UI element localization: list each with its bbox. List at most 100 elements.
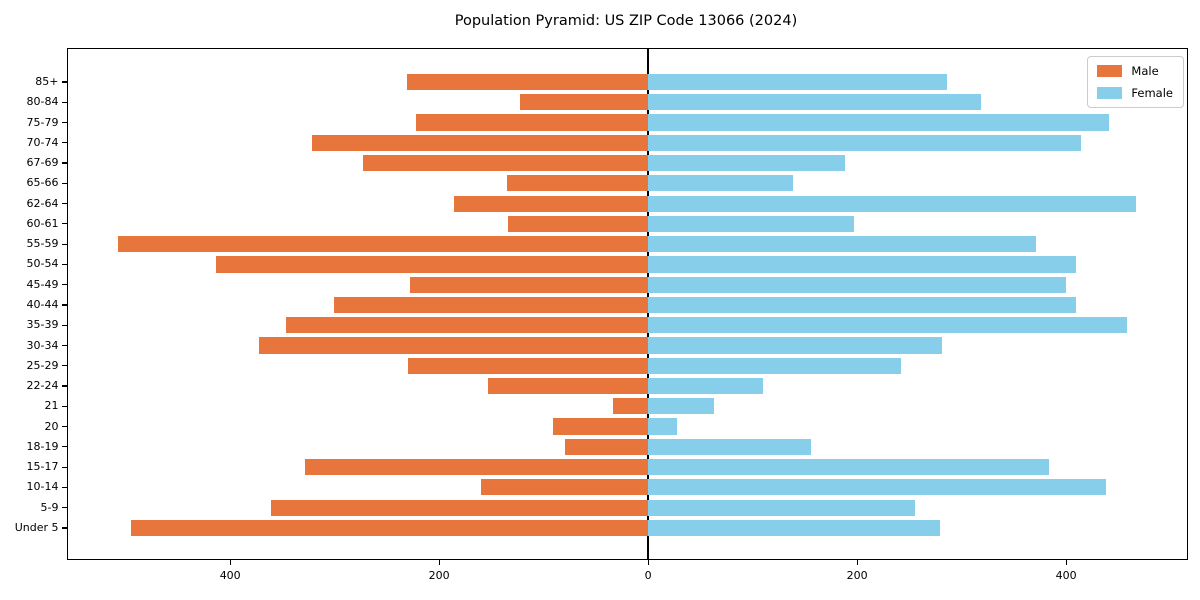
female-color-swatch: [1097, 87, 1123, 99]
ytick-label-18-19: 18-19: [26, 439, 59, 453]
bar-female-45-49: [648, 276, 1067, 293]
bar-male-10-14: [480, 479, 649, 496]
bar-female-80-84: [648, 94, 982, 111]
bar-female-18-19: [648, 438, 812, 455]
ytick-mark: [62, 121, 67, 124]
bar-male-5-9: [270, 499, 649, 516]
bar-female-15-17: [648, 459, 1050, 476]
bar-male-75-79: [416, 114, 649, 131]
ytick-label-20: 20: [44, 419, 59, 433]
ytick-label-15-17: 15-17: [26, 460, 59, 474]
bar-female-50-54: [648, 256, 1076, 273]
bar-male-20: [553, 418, 649, 435]
ytick-label-30-34: 30-34: [26, 338, 59, 352]
bar-female-60-61: [648, 215, 854, 232]
bar-male-85+: [406, 73, 649, 91]
xtick-mark: [229, 560, 231, 565]
ytick-mark: [62, 263, 67, 266]
ytick-label-85+: 85+: [35, 75, 59, 88]
ytick-mark: [62, 425, 67, 428]
ytick-mark: [62, 284, 67, 286]
ytick-mark: [62, 527, 67, 529]
ytick-mark: [62, 446, 67, 448]
bar-male-18-19: [564, 438, 649, 455]
xtick-label-400-0: 400: [219, 569, 241, 582]
ytick-label-40-44: 40-44: [26, 297, 59, 311]
legend-label-female: Female: [1131, 86, 1173, 100]
ytick-mark: [62, 304, 67, 306]
bar-male-35-39: [285, 317, 649, 334]
bar-female-25-29: [648, 357, 901, 374]
bar-male-30-34: [259, 337, 649, 354]
bar-male-70-74: [311, 134, 649, 151]
ytick-mark: [62, 223, 67, 225]
bar-male-45-49: [409, 276, 649, 293]
bar-male-80-84: [519, 94, 649, 111]
bar-female-30-34: [648, 337, 942, 354]
ytick-mark: [62, 162, 67, 164]
ytick-label-60-61: 60-61: [26, 216, 59, 230]
ytick-label-35-39: 35-39: [26, 318, 59, 332]
bar-male-under-5: [130, 519, 649, 537]
ytick-label-50-54: 50-54: [26, 257, 59, 271]
ytick-label-5-9: 5-9: [40, 500, 59, 514]
ytick-label-55-59: 55-59: [26, 237, 59, 251]
ytick-mark: [62, 486, 67, 488]
bar-male-25-29: [407, 357, 649, 374]
xtick-mark: [438, 560, 440, 565]
ytick-label-10-14: 10-14: [26, 480, 59, 494]
bar-male-65-66: [507, 175, 649, 192]
ytick-label-62-64: 62-64: [26, 196, 59, 210]
legend: Male Female: [1087, 56, 1184, 108]
bar-male-60-61: [508, 215, 649, 232]
bar-female-67-69: [648, 154, 845, 172]
ytick-mark: [62, 101, 67, 103]
bar-male-55-59: [118, 236, 649, 253]
ytick-label-75-79: 75-79: [26, 115, 59, 129]
legend-item-female: Female: [1097, 86, 1173, 100]
ytick-mark: [62, 365, 67, 367]
plot-area: Male Female 85+ 80-84 75-79 70-74 67-69 65-66…: [15, 48, 1188, 582]
bar-female-85+: [648, 73, 947, 91]
bar-male-15-17: [305, 459, 649, 476]
bar-female-22-24: [648, 377, 764, 395]
ytick-mark: [62, 466, 67, 468]
bar-female-65-66: [648, 175, 794, 192]
bar-male-40-44: [333, 296, 649, 314]
xtick-mark: [647, 560, 649, 565]
ytick-label-25-29: 25-29: [26, 358, 59, 372]
zero-axis-line: [647, 49, 649, 559]
bar-female-75-79: [648, 114, 1109, 131]
ytick-mark: [62, 507, 67, 509]
ytick-mark: [62, 324, 67, 326]
chart-title: Population Pyramid: US ZIP Code 13066 (2…: [454, 13, 798, 29]
ytick-label-22-24: 22-24: [26, 379, 59, 393]
bar-female-21: [648, 398, 714, 415]
ytick-mark: [62, 81, 67, 83]
xtick-label-0-2: 0: [644, 569, 652, 582]
bar-male-21: [612, 398, 649, 415]
xtick-mark: [856, 560, 858, 565]
bar-female-5-9: [648, 499, 915, 516]
ytick-mark: [62, 344, 67, 347]
ytick-label-65-66: 65-66: [26, 176, 59, 190]
ytick-mark: [62, 203, 67, 205]
ytick-label-45-49: 45-49: [26, 277, 59, 291]
xtick-label-400-4: 400: [1055, 569, 1077, 582]
bar-female-70-74: [648, 134, 1081, 151]
bar-female-20: [648, 418, 678, 435]
ytick-label-under-5: Under 5: [14, 520, 59, 534]
ytick-mark: [62, 182, 67, 184]
bar-female-40-44: [648, 296, 1076, 314]
ytick-label-21: 21: [44, 399, 59, 413]
ytick-label-80-84: 80-84: [26, 95, 59, 109]
bar-male-62-64: [453, 195, 649, 212]
ytick-mark: [62, 385, 67, 387]
ytick-label-67-69: 67-69: [26, 156, 59, 170]
ytick-label-70-74: 70-74: [26, 135, 59, 149]
bar-female-10-14: [648, 479, 1106, 496]
ytick-mark: [62, 405, 67, 407]
legend-item-male: Male: [1097, 64, 1173, 78]
ytick-mark: [62, 243, 67, 245]
